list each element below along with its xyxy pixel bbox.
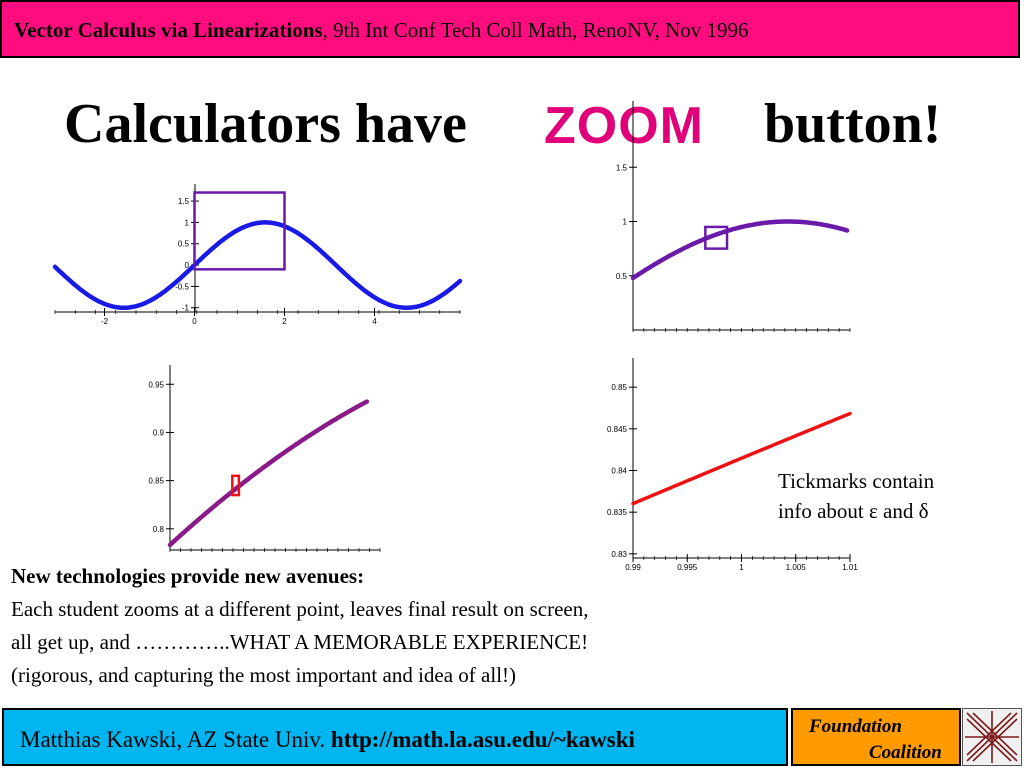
plot1-y-tick-label: 0.5	[178, 240, 190, 249]
note-line-1: Tickmarks contain	[778, 469, 935, 493]
plot4-x-tick-label: 1	[739, 563, 744, 572]
header-title-rest: , 9th Int Conf Tech Coll Math, RenoNV, N…	[322, 18, 749, 42]
plot4-x-tick-label: 1.005	[786, 563, 807, 572]
plot4-x-tick-label: 0.99	[625, 563, 641, 572]
plot4-y-tick-label: 0.845	[607, 425, 628, 434]
zoom-word: ZOOM	[544, 97, 704, 155]
plot2-y-tick-label: 1.5	[616, 163, 628, 172]
plot3-y-tick-label: 0.8	[153, 525, 165, 534]
plot1-y-tick-label: 1.5	[178, 197, 190, 206]
coalition-emblem-icon	[962, 708, 1022, 766]
body-line-2: all get up, and …………..WHAT A MEMORABLE E…	[11, 630, 589, 654]
plot4-y-tick-label: 0.835	[607, 508, 628, 517]
body-line-1: Each student zooms at a different point,…	[11, 597, 589, 621]
title-part-2: button!	[764, 93, 942, 155]
plot3-y-tick-label: 0.95	[148, 380, 164, 389]
note-line-2: info about ε and δ	[778, 499, 929, 523]
footer: Matthias Kawski, AZ State Univ. http://m…	[0, 706, 1024, 768]
plot1-y-tick-label: -0.5	[175, 282, 189, 291]
header-bar: Vector Calculus via Linearizations, 9th …	[0, 0, 1020, 58]
footer-author-bar: Matthias Kawski, AZ State Univ. http://m…	[2, 708, 788, 766]
plot1-x-tick-label: 2	[282, 317, 287, 326]
emblem-graphic	[965, 711, 1019, 763]
plot4-x-tick-label: 0.995	[677, 563, 698, 572]
plot1-x-tick-label: 4	[372, 317, 377, 326]
plot2-y-tick-label: 1	[623, 218, 628, 227]
plot3-y-tick-label: 0.9	[153, 428, 165, 437]
footer-text: Matthias Kawski, AZ State Univ. http://m…	[20, 727, 635, 753]
body-text: New technologies provide new avenues: Ea…	[11, 560, 589, 692]
plot1-x-tick-label: 0	[192, 317, 197, 326]
plot1-x-tick-label: -2	[101, 317, 109, 326]
foundation-coalition-logo-box: Foundation Coalition	[791, 708, 961, 766]
slide-title: Calculators have ZOOM button!	[0, 92, 1024, 162]
plot1-y-tick-label: -1	[182, 304, 190, 313]
plot2-zoom-box	[704, 225, 729, 250]
footer-author: Matthias Kawski, AZ State Univ.	[20, 727, 326, 752]
footer-url-link[interactable]: http://math.la.asu.edu/~kawski	[330, 727, 635, 752]
plot1-y-tick-label: 1	[185, 218, 190, 227]
plot4-x-tick-label: 1.01	[842, 563, 858, 572]
plot1-y-tick-label: 0	[185, 261, 190, 270]
header-title-bold: Vector Calculus via Linearizations	[14, 18, 323, 42]
plot3-y-tick-label: 0.85	[148, 477, 164, 486]
tickmarks-note: Tickmarks contain info about ε and δ	[778, 466, 934, 526]
body-line-3: (rigorous, and capturing the most import…	[11, 663, 517, 687]
plot1-curve	[52, 220, 463, 310]
header-title: Vector Calculus via Linearizations, 9th …	[14, 18, 749, 43]
plot4-y-tick-label: 0.84	[611, 467, 627, 476]
title-part-1: Calculators have	[64, 93, 467, 155]
logo-line-2: Coalition	[869, 742, 942, 763]
plot4-y-tick-label: 0.83	[611, 550, 627, 559]
plot3-zoom-box	[231, 474, 241, 497]
plot1-zoom-box	[193, 191, 286, 271]
plot2-y-tick-label: 0.5	[616, 272, 628, 281]
plot4-y-tick-label: 0.85	[611, 383, 627, 392]
logo-line-1: Foundation	[809, 716, 902, 737]
plot3-curve	[167, 399, 370, 548]
body-heading: New technologies provide new avenues:	[11, 564, 365, 588]
plot2-curve	[630, 219, 850, 281]
